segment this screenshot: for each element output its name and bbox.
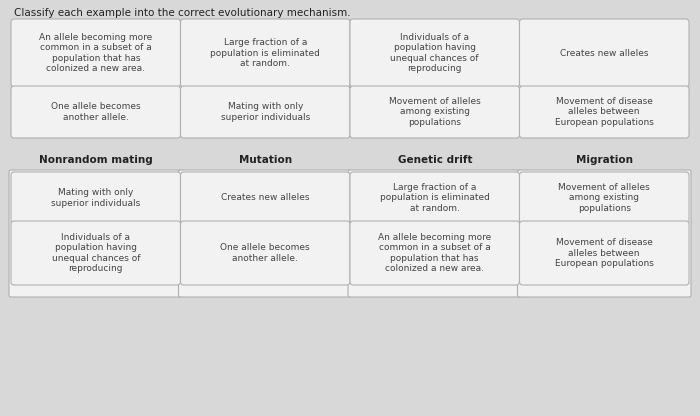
Text: Large fraction of a
population is eliminated
at random.: Large fraction of a population is elimin…: [380, 183, 490, 213]
FancyBboxPatch shape: [11, 172, 181, 224]
Text: Nonrandom mating: Nonrandom mating: [39, 155, 153, 165]
Text: Migration: Migration: [575, 155, 633, 165]
Text: Creates new alleles: Creates new alleles: [560, 49, 648, 57]
FancyBboxPatch shape: [350, 19, 519, 87]
Text: Movement of disease
alleles between
European populations: Movement of disease alleles between Euro…: [555, 97, 654, 127]
Text: One allele becomes
another allele.: One allele becomes another allele.: [220, 243, 310, 262]
Text: Mutation: Mutation: [239, 155, 292, 165]
Text: Mating with only
superior individuals: Mating with only superior individuals: [220, 102, 310, 122]
Text: Movement of alleles
among existing
populations: Movement of alleles among existing popul…: [559, 183, 650, 213]
Text: Classify each example into the correct evolutionary mechanism.: Classify each example into the correct e…: [14, 8, 351, 18]
FancyBboxPatch shape: [181, 86, 350, 138]
Text: An allele becoming more
common in a subset of a
population that has
colonized a : An allele becoming more common in a subs…: [378, 233, 491, 273]
FancyBboxPatch shape: [9, 170, 183, 297]
Text: An allele becoming more
common in a subset of a
population that has
colonized a : An allele becoming more common in a subs…: [39, 33, 153, 73]
Text: Individuals of a
population having
unequal chances of
reproducing: Individuals of a population having unequ…: [52, 233, 140, 273]
FancyBboxPatch shape: [11, 86, 181, 138]
FancyBboxPatch shape: [350, 221, 519, 285]
FancyBboxPatch shape: [178, 170, 352, 297]
Text: Movement of disease
alleles between
European populations: Movement of disease alleles between Euro…: [555, 238, 654, 268]
FancyBboxPatch shape: [519, 221, 689, 285]
Text: Mating with only
superior individuals: Mating with only superior individuals: [51, 188, 141, 208]
FancyBboxPatch shape: [11, 19, 181, 87]
Text: Genetic drift: Genetic drift: [398, 155, 472, 165]
FancyBboxPatch shape: [348, 170, 522, 297]
FancyBboxPatch shape: [181, 19, 350, 87]
Text: Movement of alleles
among existing
populations: Movement of alleles among existing popul…: [389, 97, 481, 127]
Text: Individuals of a
population having
unequal chances of
reproducing: Individuals of a population having unequ…: [391, 33, 479, 73]
FancyBboxPatch shape: [181, 172, 350, 224]
FancyBboxPatch shape: [350, 86, 519, 138]
FancyBboxPatch shape: [517, 170, 691, 297]
Text: Creates new alleles: Creates new alleles: [221, 193, 309, 203]
Text: One allele becomes
another allele.: One allele becomes another allele.: [51, 102, 141, 122]
Text: Large fraction of a
population is eliminated
at random.: Large fraction of a population is elimin…: [210, 38, 320, 68]
FancyBboxPatch shape: [181, 221, 350, 285]
FancyBboxPatch shape: [519, 86, 689, 138]
FancyBboxPatch shape: [11, 221, 181, 285]
FancyBboxPatch shape: [350, 172, 519, 224]
FancyBboxPatch shape: [519, 19, 689, 87]
FancyBboxPatch shape: [519, 172, 689, 224]
